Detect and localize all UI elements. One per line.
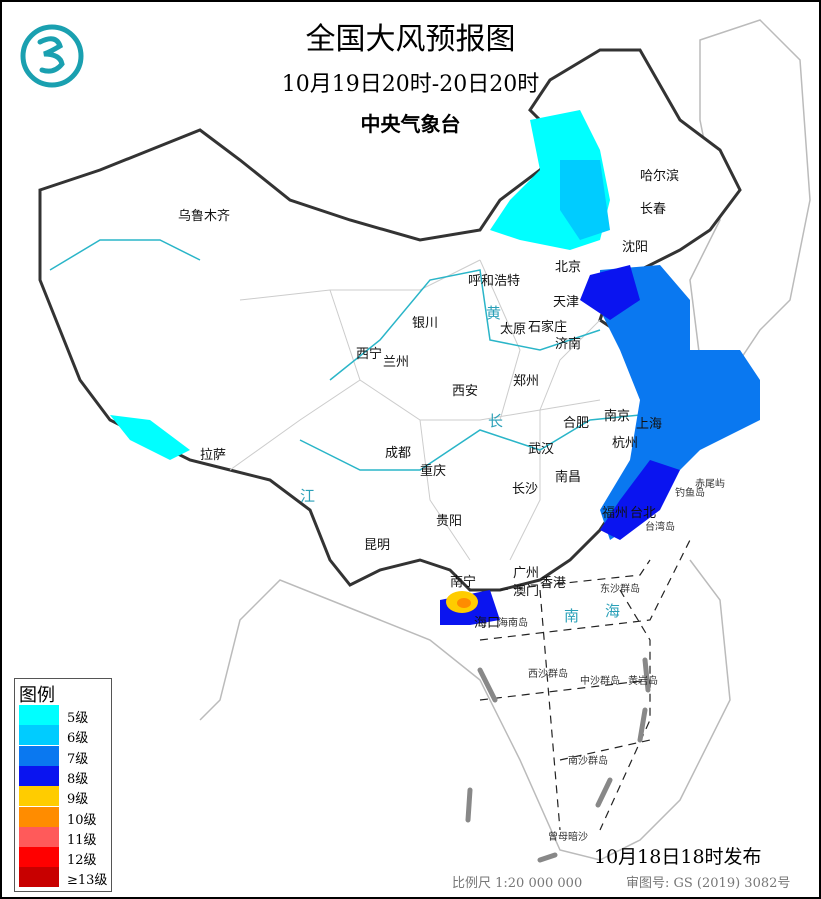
city-label: 广州 [513, 566, 540, 581]
city-label: 郑州 [513, 374, 540, 389]
city-label: 武汉 [528, 442, 555, 457]
city-label: 西安 [452, 384, 479, 399]
legend-label: 5级 [67, 711, 89, 726]
sea-zone-boundaries [479, 539, 691, 831]
map-title: 全国大风预报图 [305, 22, 516, 57]
city-label: 合肥 [563, 416, 590, 431]
wind-area-level10 [457, 598, 471, 608]
legend-swatch [19, 725, 59, 746]
city-label: 南京 [604, 409, 631, 424]
city-label: 香港 [540, 576, 567, 591]
city-label: 太原 [500, 322, 527, 337]
nine-dash-line [465, 657, 651, 863]
city-label: 长春 [640, 202, 667, 217]
city-label: 银川 [412, 316, 439, 331]
legend-item: 12级 [19, 847, 109, 869]
yangtze-river [299, 414, 641, 471]
city-label: 长沙 [512, 482, 539, 497]
city-label: 南昌 [555, 470, 582, 485]
legend-label: 7级 [67, 751, 89, 767]
city-label: 成都 [385, 446, 412, 461]
sea-label: 南 [564, 607, 580, 625]
city-label: 海口 [474, 616, 501, 631]
city-label: 沈阳 [622, 240, 649, 255]
city-label: 重庆 [420, 464, 447, 479]
city-label: 台北 [630, 506, 657, 521]
river-label: 黄 [486, 304, 502, 322]
legend-swatch [19, 826, 59, 847]
legend-item: 5级 [19, 705, 109, 726]
city-label: 西宁 [356, 347, 383, 362]
island-label: 中沙群岛 [580, 676, 620, 687]
city-label: 杭州 [612, 436, 639, 451]
river-label: 江 [300, 487, 316, 505]
tarim-river [49, 239, 201, 271]
island-label: 西沙群岛 [528, 669, 568, 680]
legend-swatch [19, 786, 59, 807]
legend-item: 7级 [19, 745, 109, 767]
legend-title: 图例 [19, 685, 55, 706]
legend-swatch [19, 765, 59, 786]
forecast-period: 10月19日20时-20日20时 [281, 72, 540, 97]
city-label: 哈尔滨 [640, 169, 680, 184]
legend-item: 8级 [19, 765, 109, 787]
city-label: 兰州 [383, 355, 410, 370]
legend-label: 8级 [67, 771, 89, 787]
island-label: 钓鱼岛 [675, 488, 705, 499]
legend-label: 10级 [67, 812, 97, 828]
legend-swatch [19, 705, 59, 725]
legend: 图例 5级 6级 7级 8级 9级 10级 11级 12级 ≥13级 [14, 678, 112, 892]
legend-item: 10级 [19, 806, 109, 828]
river-label: 长 [488, 412, 504, 430]
city-label: 呼和浩特 [468, 274, 521, 289]
wind-area-level5-tibet [110, 415, 190, 460]
wind-area-level6 [560, 160, 610, 240]
city-label: 拉萨 [200, 448, 227, 463]
island-label: 黄岩岛 [628, 676, 658, 687]
sea-label: 海 [605, 602, 621, 620]
review-number: 审图号: GS (2019) 3082号 [626, 876, 791, 891]
island-label: 曾母暗沙 [548, 832, 588, 843]
island-label: 南沙群岛 [568, 756, 608, 767]
city-label: 福州 [602, 506, 629, 521]
city-label: 乌鲁木齐 [178, 209, 231, 224]
city-label: 石家庄 [528, 320, 568, 335]
legend-label: 12级 [67, 853, 97, 869]
city-label: 澳门 [513, 584, 540, 599]
city-label: 济南 [555, 337, 582, 352]
city-label: 北京 [555, 260, 582, 275]
cma-logo [20, 24, 84, 88]
legend-label: 11级 [67, 832, 97, 848]
legend-label: ≥13级 [67, 873, 108, 889]
legend-swatch [19, 847, 59, 868]
legend-item: 6级 [19, 725, 109, 747]
city-label: 天津 [553, 295, 580, 310]
issuer: 中央气象台 [360, 112, 461, 136]
legend-label: 9级 [67, 792, 89, 808]
island-label: 台湾岛 [645, 522, 675, 533]
legend-swatch [19, 806, 59, 827]
legend-item: 11级 [19, 826, 109, 848]
city-label: 上海 [636, 417, 663, 432]
issue-time: 10月18日18时发布 [594, 846, 762, 868]
wind-area-level8 [580, 265, 680, 540]
legend-swatch [19, 867, 59, 888]
wind-area-level7 [600, 265, 760, 540]
island-label: 东沙群岛 [600, 584, 640, 595]
map-scale: 比例尺 1:20 000 000 [452, 876, 583, 891]
legend-label: 6级 [67, 731, 89, 747]
legend-swatch [19, 745, 59, 766]
city-label: 贵阳 [436, 514, 463, 529]
city-label: 昆明 [364, 538, 391, 553]
legend-item: ≥13级 [19, 867, 109, 889]
legend-item: 9级 [19, 786, 109, 808]
yellow-river [329, 269, 601, 381]
island-label: 海南岛 [498, 618, 528, 629]
province-boundaries [229, 259, 601, 561]
island-label: 赤尾屿 [695, 479, 725, 490]
city-label: 南宁 [450, 575, 477, 590]
